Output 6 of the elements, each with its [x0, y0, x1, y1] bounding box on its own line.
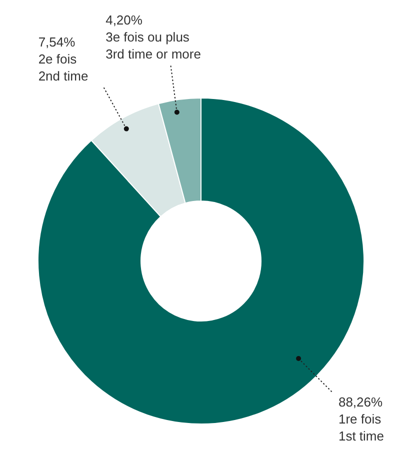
data-label: 4,20%: [106, 12, 143, 28]
data-label: 7,54%: [38, 34, 76, 50]
slice-label: 2e fois 2nd time: [38, 52, 88, 84]
data-label: 88,26%: [338, 394, 383, 410]
slice-label: 3e fois ou plus 3rd time or more: [106, 30, 201, 62]
slice-label: 1re fois 1st time: [338, 411, 384, 444]
